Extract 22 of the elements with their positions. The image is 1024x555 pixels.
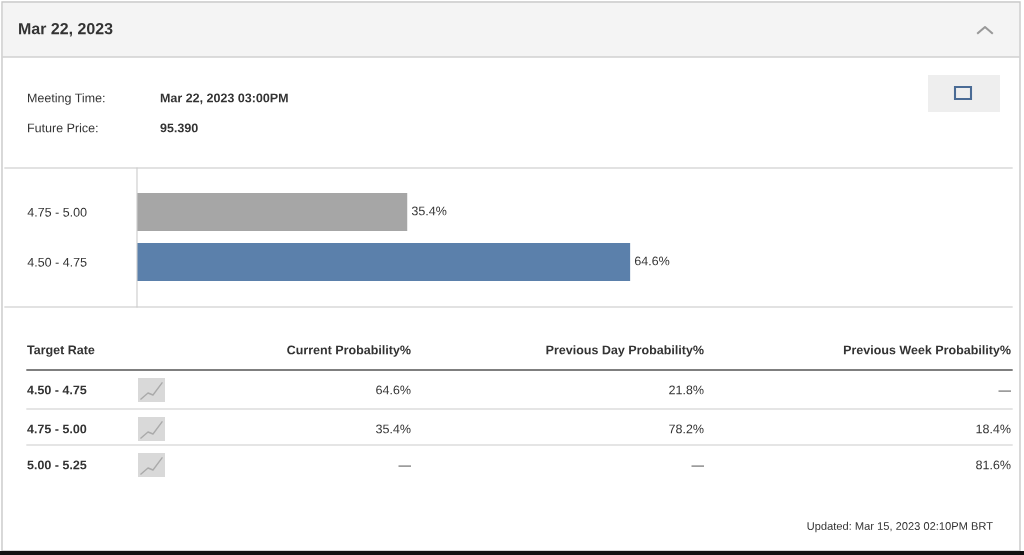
text: Meeting Time: [28,93,105,105]
category-label: Previous Day Probability% [546,345,704,357]
text: — [398,465,411,467]
text: Mar 22, 2023 [19,22,113,37]
text: 35.4% [376,424,411,434]
text: — [691,465,704,467]
category-label: Target Rate [27,345,95,357]
text: 21.8% [669,385,704,395]
text: Mar 22, 2023 03:00PM [160,93,288,105]
text: 18.4% [976,424,1011,434]
text: 64.6% [376,385,411,395]
text: — [998,390,1011,392]
data-label: 64.6% [634,256,670,266]
text: 5.00 - 5.25 [27,460,87,470]
text: 81.6% [976,460,1011,470]
text: Future Price: [28,123,98,133]
category-label: Previous Week Probability% [843,345,1011,357]
text: 78.2% [669,424,704,434]
category-label: Current Probability% [287,345,411,357]
text: Updated: Mar 15, 2023 02:10PM BRT [807,521,993,533]
text: 95.390 [160,123,198,133]
data-label: 35.4% [411,206,447,216]
